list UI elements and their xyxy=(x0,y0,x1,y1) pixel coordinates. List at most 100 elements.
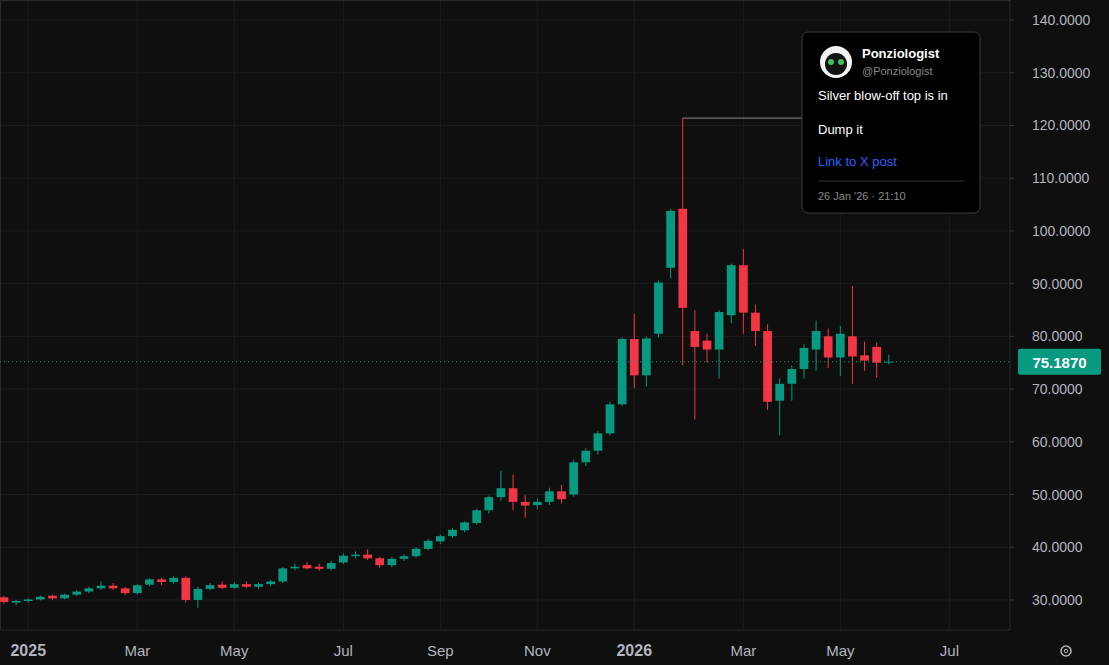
candle-body xyxy=(400,556,409,559)
candle-body xyxy=(0,597,8,602)
grid-line xyxy=(0,441,1010,442)
avatar xyxy=(820,46,852,78)
last-price-badge: 75.1870 xyxy=(1018,349,1101,375)
gear-ring[interactable] xyxy=(1061,646,1071,656)
tick xyxy=(1010,547,1014,548)
tick-label: 100.0000 xyxy=(1032,223,1091,239)
candles xyxy=(0,118,1010,608)
candle-body xyxy=(169,578,178,582)
grid-line xyxy=(343,0,344,630)
last-price-line xyxy=(0,361,1010,362)
last-price-label: 75.1870 xyxy=(1032,354,1086,371)
grid-line xyxy=(0,547,1010,548)
candle-body xyxy=(848,336,857,356)
tick xyxy=(1010,389,1014,390)
candle-body xyxy=(533,502,542,505)
candle-body xyxy=(60,595,69,599)
tick-label: Sep xyxy=(427,642,454,659)
candle-body xyxy=(351,555,360,557)
candle-body xyxy=(375,558,384,565)
candle-body xyxy=(218,585,227,588)
candle-body xyxy=(339,556,348,563)
axis-line xyxy=(0,0,1010,1)
candle-body xyxy=(72,592,81,595)
tick-label: Nov xyxy=(524,642,551,659)
candle-body xyxy=(678,209,687,308)
badge-bg xyxy=(1018,349,1101,375)
tick-label: 120.0000 xyxy=(1032,117,1091,133)
candle-body xyxy=(266,581,275,584)
tick-label: 40.0000 xyxy=(1032,539,1083,555)
author-handle: @Ponziologist xyxy=(862,65,932,77)
candle-body xyxy=(581,451,590,463)
tweet-text: Silver blow-off top is in xyxy=(818,88,948,103)
chart: 30.000040.000050.000060.000070.000080.00… xyxy=(0,0,1109,665)
candle-wick xyxy=(888,355,889,364)
candle-body xyxy=(121,588,130,593)
candle-body xyxy=(145,579,154,584)
candle-body xyxy=(727,265,736,315)
tick xyxy=(1010,178,1014,179)
grid-line xyxy=(0,336,1010,337)
tick xyxy=(1010,230,1014,231)
tick-label: 2025 xyxy=(10,642,46,659)
tick xyxy=(1010,599,1014,600)
candle-body xyxy=(84,588,93,591)
candle-body xyxy=(460,522,469,530)
candle-body xyxy=(472,510,481,523)
tick-label: Mar xyxy=(730,642,756,659)
candle-body xyxy=(36,597,45,600)
candle-body xyxy=(751,313,760,331)
candle-body xyxy=(303,565,312,568)
candle-wick xyxy=(525,495,526,518)
candle-body xyxy=(860,355,869,360)
tick-label: 2026 xyxy=(616,642,652,659)
candle-body xyxy=(630,339,639,375)
tick-label: Jul xyxy=(940,642,959,659)
candle-body xyxy=(739,265,748,312)
candle-body xyxy=(109,586,118,589)
candle-body xyxy=(194,589,203,600)
tick xyxy=(1010,72,1014,73)
tick-label: 70.0000 xyxy=(1032,381,1083,397)
candle-body xyxy=(363,555,372,559)
candle-body xyxy=(763,331,772,402)
candle-body xyxy=(557,491,566,499)
candle-body xyxy=(618,339,627,404)
candle-body xyxy=(315,567,324,569)
grid-line xyxy=(0,230,1010,231)
grid-line xyxy=(537,0,538,630)
candle-body xyxy=(775,384,784,401)
x-axis: 2025MarMayJulSepNov2026MarMayJul xyxy=(10,642,959,659)
tick xyxy=(1010,283,1014,284)
candle-body xyxy=(836,334,845,358)
candle-body xyxy=(509,488,518,502)
candle-body xyxy=(497,488,506,497)
tweet-link[interactable]: Link to X post xyxy=(818,154,897,169)
tick-label: 50.0000 xyxy=(1032,487,1083,503)
tick xyxy=(1010,441,1014,442)
tweet-text: Dump it xyxy=(818,122,863,137)
candle-body xyxy=(521,502,530,506)
candle-body xyxy=(787,369,796,384)
candle-body xyxy=(181,578,190,600)
axis-line xyxy=(0,630,1010,631)
tick xyxy=(1010,336,1014,337)
candle-body xyxy=(812,331,821,349)
candle-body xyxy=(157,579,166,582)
tweet-date: 26 Jan '26 · 21:10 xyxy=(818,190,906,202)
grid-line xyxy=(634,0,635,630)
candle-body xyxy=(327,563,336,569)
candle-body xyxy=(448,530,457,536)
settings-icon[interactable] xyxy=(1061,646,1071,656)
avatar-face xyxy=(825,53,847,75)
tick-label: 80.0000 xyxy=(1032,328,1083,344)
gear-hub[interactable] xyxy=(1064,649,1068,653)
grid-line xyxy=(0,283,1010,284)
grid-line xyxy=(0,20,1010,21)
candle-body xyxy=(824,336,833,357)
candle-body xyxy=(569,462,578,494)
grid-line xyxy=(28,0,29,630)
tick-label: May xyxy=(220,642,249,659)
candle-body xyxy=(97,586,106,589)
